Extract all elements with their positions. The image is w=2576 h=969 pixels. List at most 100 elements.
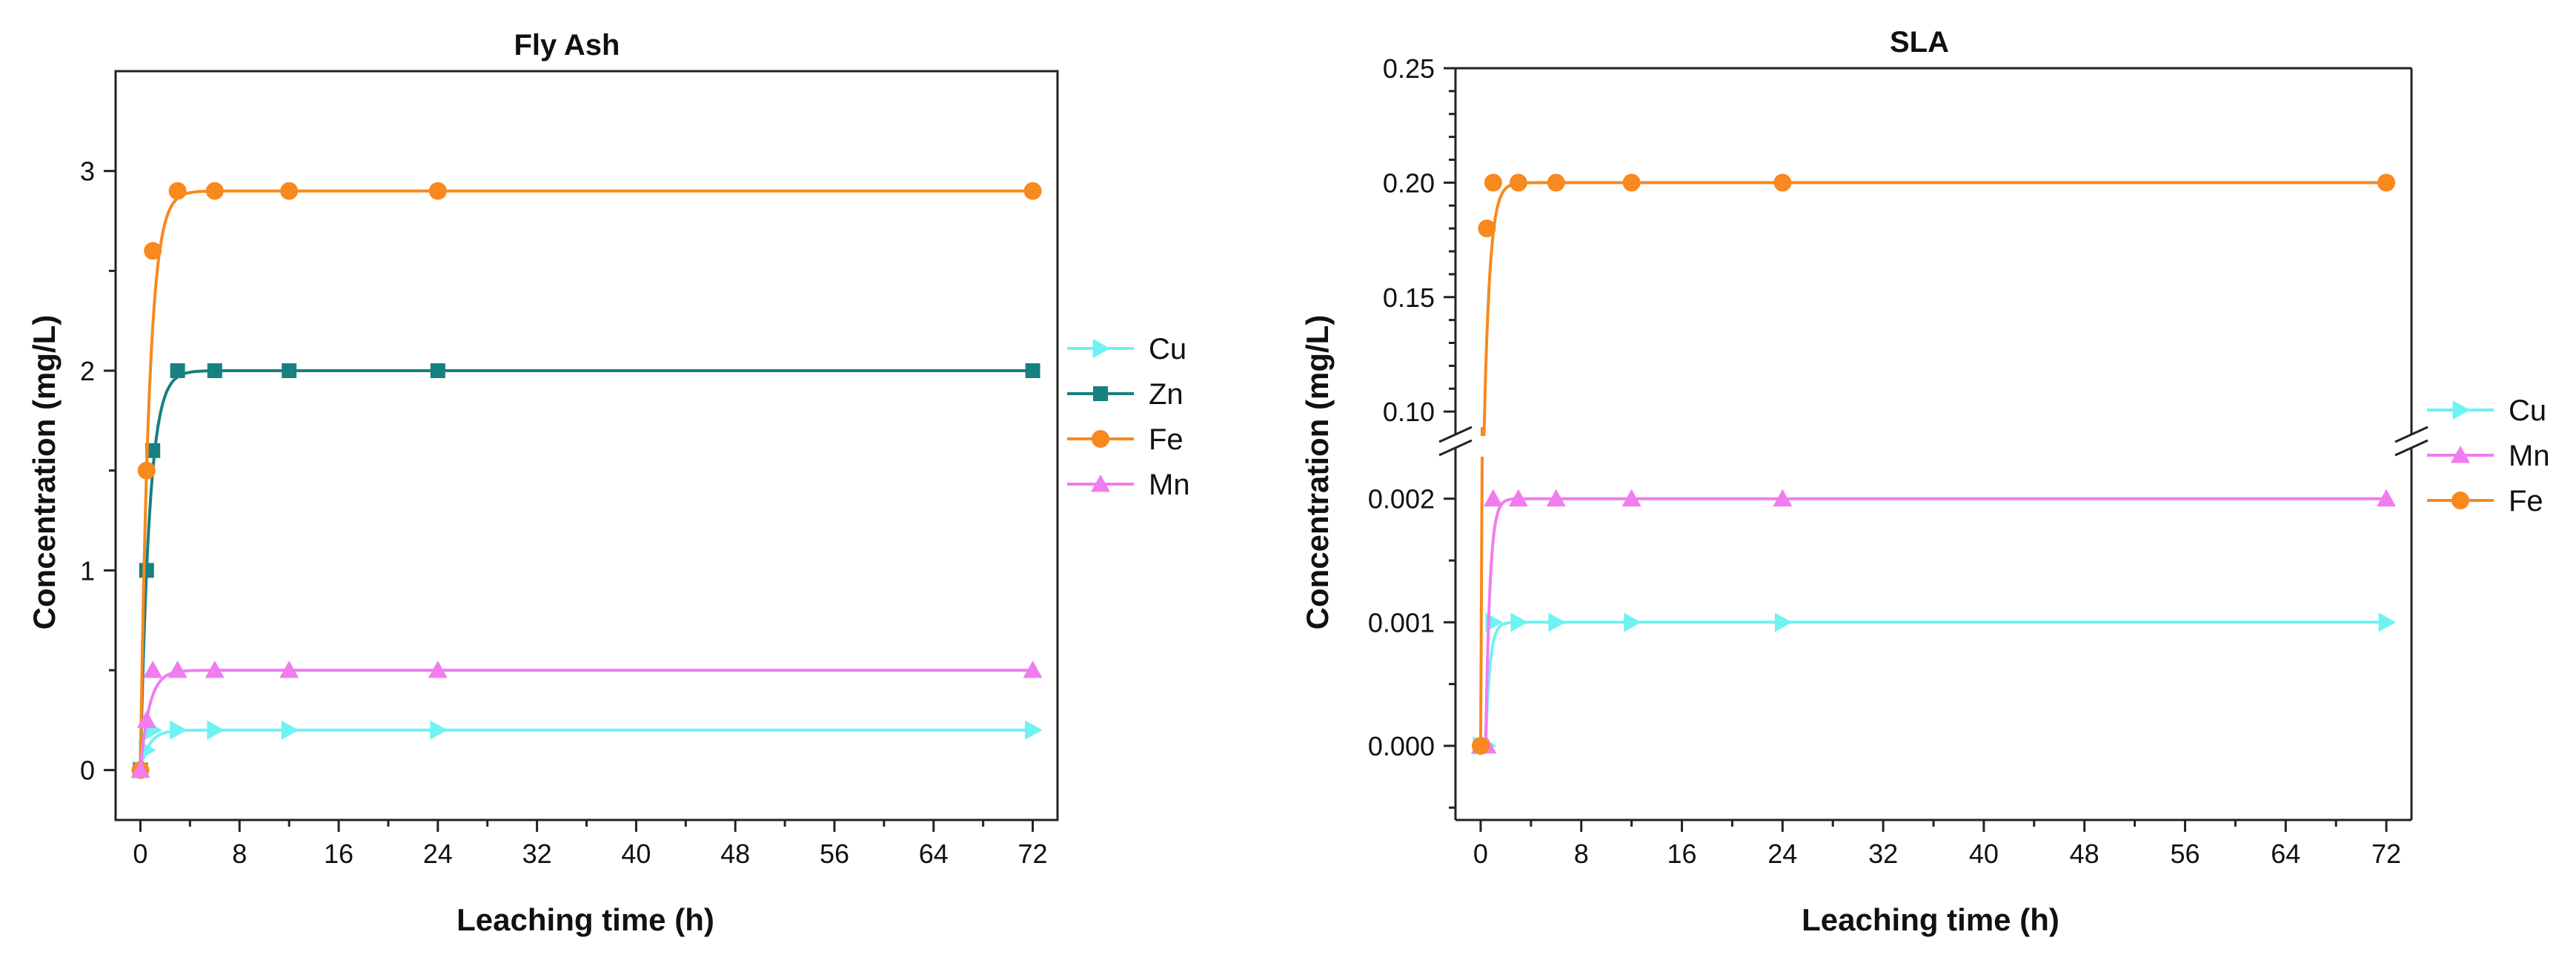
fly-ash-x-tick-label: 0 (133, 839, 147, 869)
sla-data-point (1622, 173, 1641, 192)
fly-ash-data-point (170, 720, 187, 740)
fly-ash-x-tick-label: 40 (621, 839, 651, 869)
fly-ash-data-point (137, 461, 156, 480)
sla-y-tick-label: 0.25 (1383, 53, 1435, 84)
sla-x-tick-label: 16 (1667, 839, 1697, 869)
sla-x-tick-label: 72 (2371, 839, 2401, 869)
fly-ash-x-tick-label: 24 (423, 839, 453, 869)
fly-ash-legend-marker (1093, 386, 1108, 401)
sla-data-point (2377, 173, 2396, 192)
fly-ash-y-tick-label: 1 (80, 555, 95, 586)
sla-x-tick-label: 64 (2271, 839, 2300, 869)
sla-data-point (1478, 219, 1496, 238)
fly-ash-data-point (207, 363, 222, 378)
fly-ash-data-point (207, 720, 225, 740)
sla-series-line (1480, 497, 2387, 747)
fly-ash-series-cu (133, 720, 1043, 780)
sla-legend-marker (2451, 446, 2470, 463)
fly-ash-data-point (1025, 720, 1043, 740)
fly-ash-x-tick-label: 48 (720, 839, 750, 869)
sla-y-tick-label: 0.001 (1368, 607, 1435, 638)
sla-data-point (1548, 612, 1566, 632)
sla-y-tick-label: 0.002 (1368, 484, 1435, 515)
fly-ash-data-point (281, 720, 299, 740)
fly-ash-data-point (168, 182, 187, 200)
sla-series-line (1478, 181, 2387, 747)
sla-y-tick-label: 0.20 (1383, 168, 1435, 198)
fly-ash-y-tick-label: 2 (80, 356, 95, 386)
fly-ash-legend-label: Fe (1149, 423, 1184, 456)
sla-x-tick-label: 8 (1574, 839, 1589, 869)
sla-x-tick-label: 0 (1473, 839, 1488, 869)
sla-chart: SLA Leaching time (h) Concentration (mg/… (1300, 26, 2550, 937)
sla-y-tick-label: 0.10 (1383, 397, 1435, 427)
sla-data-point (1484, 173, 1502, 192)
fly-ash-series-line (139, 728, 1033, 772)
sla-x-tick-label: 56 (2170, 839, 2200, 869)
fly-ash-data-point (428, 182, 447, 200)
fly-ash-data-point (205, 661, 225, 678)
sla-data-point (1774, 612, 1793, 632)
sla-data-point (1508, 489, 1528, 507)
fly-ash-x-axis-label: Leaching time (h) (457, 902, 714, 937)
fly-ash-y-tick-label: 0 (80, 755, 95, 786)
sla-data-point (1510, 612, 1528, 632)
sla-legend-label: Cu (2509, 394, 2546, 427)
sla-y-tick-label: 0.15 (1383, 282, 1435, 313)
fly-ash-data-point (144, 242, 162, 260)
fly-ash-title: Fly Ash (514, 29, 620, 62)
sla-data-point (1483, 489, 1503, 507)
fly-ash-legend-label: Mn (1149, 469, 1190, 501)
fly-ash-legend-marker (1092, 339, 1110, 358)
sla-title: SLA (1890, 26, 1949, 59)
fly-ash-legend-label: Zn (1149, 378, 1184, 411)
fly-ash-legend-marker (1091, 474, 1110, 492)
fly-ash-data-point (1023, 182, 1042, 200)
fly-ash-plot-frame (114, 70, 1059, 821)
fly-ash-data-point (430, 363, 445, 378)
fly-ash-series-fe (131, 182, 1042, 779)
sla-data-point (1773, 489, 1793, 507)
sla-y-tick-label: 0.000 (1368, 731, 1435, 761)
fly-ash-data-point (143, 661, 163, 678)
fly-ash-series-zn (133, 363, 1040, 778)
sla-x-tick-label: 24 (1767, 839, 1797, 869)
fly-ash-x-tick-label: 16 (324, 839, 353, 869)
fly-ash-x-tick-label: 72 (1018, 839, 1048, 869)
sla-data-point (1471, 737, 1490, 755)
fly-ash-x-tick-label: 56 (820, 839, 849, 869)
sla-data-point (1547, 173, 1565, 192)
sla-y-axis-label: Concentration (mg/L) (1300, 315, 1335, 630)
sla-data-point (2377, 489, 2397, 507)
sla-axis-break-mark-right (2394, 426, 2429, 443)
fly-ash-data-point (167, 661, 187, 678)
sla-data-point (1509, 173, 1527, 192)
sla-data-point (1621, 489, 1641, 507)
fly-ash-data-point (280, 182, 299, 200)
fly-ash-data-point (170, 363, 185, 378)
fly-ash-series-line (139, 669, 1033, 772)
fly-ash-y-axis-label: Concentration (mg/L) (27, 315, 62, 630)
sla-data-point (1546, 489, 1566, 507)
fly-ash-legend-label: Cu (1149, 333, 1186, 366)
fly-ash-series-mn (130, 661, 1043, 778)
fly-ash-data-point (428, 661, 448, 678)
fly-ash-x-tick-label: 64 (919, 839, 949, 869)
fly-ash-data-point (282, 363, 297, 378)
fly-ash-data-point (136, 710, 156, 728)
fly-ash-data-point (1023, 661, 1043, 678)
sla-legend-label: Mn (2509, 440, 2550, 472)
fly-ash-data-point (430, 720, 448, 740)
sla-x-tick-label: 48 (2070, 839, 2099, 869)
sla-series-line (1480, 621, 2387, 747)
sla-series-cu (1473, 612, 2397, 755)
sla-legend-marker (2451, 492, 2469, 509)
fly-ash-series-line (139, 189, 1033, 771)
fly-ash-data-point (139, 563, 154, 578)
fly-ash-x-tick-label: 8 (232, 839, 247, 869)
fly-ash-x-tick-label: 32 (522, 839, 552, 869)
fly-ash-series-line (139, 369, 1033, 772)
sla-x-tick-label: 40 (1969, 839, 1999, 869)
sla-data-point (1773, 173, 1792, 192)
